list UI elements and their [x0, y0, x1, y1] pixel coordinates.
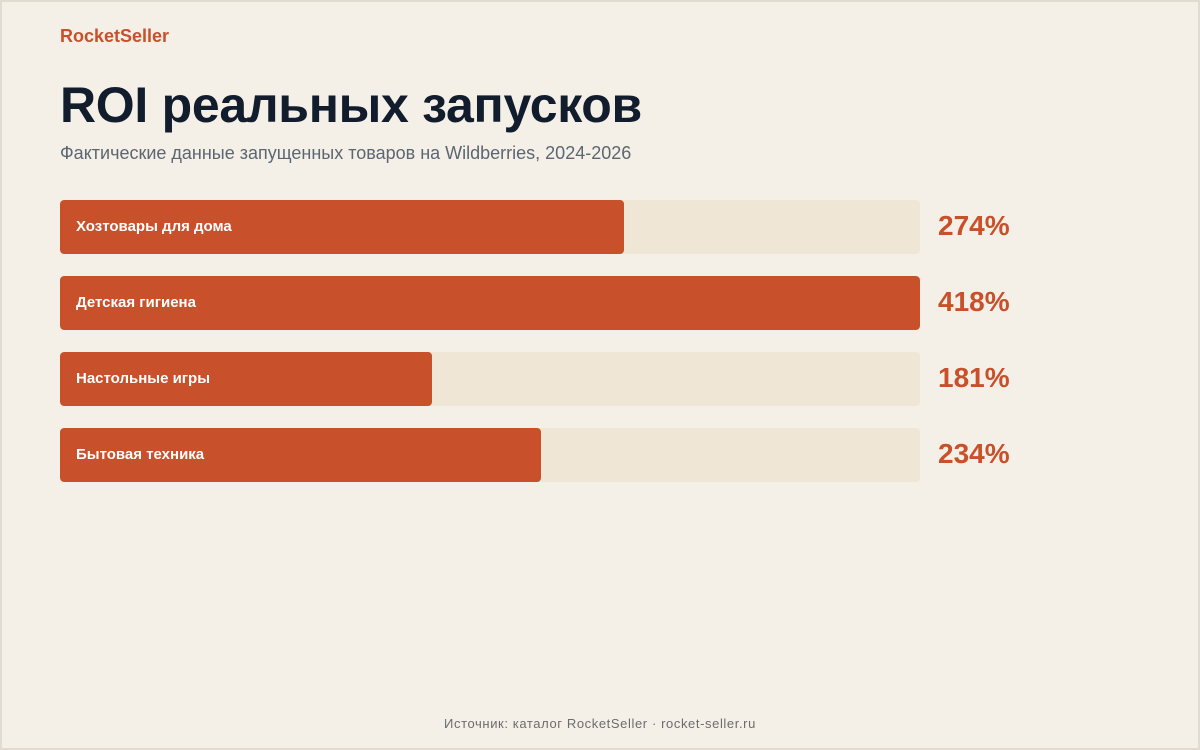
value-label: 274% [938, 210, 1010, 241]
bar-track: Настольные игры [60, 352, 920, 406]
category-label: Детская гигиена [76, 294, 196, 311]
bar-track: Детская гигиена [60, 276, 920, 330]
bar-track: Хозтовары для дома [60, 200, 920, 254]
bar-row: Бытовая техника 234% [60, 428, 1060, 482]
bar-row: Хозтовары для дома 274% [60, 200, 1060, 254]
value-label: 418% [938, 286, 1010, 317]
source-footer: Источник: каталог RocketSeller · rocket-… [444, 716, 756, 731]
value-label: 234% [938, 438, 1010, 469]
bar [60, 428, 542, 482]
bar-row: Детская гигиена 418% [60, 276, 1060, 330]
bar [60, 200, 624, 254]
bar-chart: Хозтовары для дома 274% Детская гигиена 418… [60, 200, 1060, 504]
bar [60, 276, 920, 330]
bar-row: Настольные игры 181% [60, 352, 1060, 406]
category-label: Настольные игры [76, 370, 211, 387]
bar-track: Бытовая техника [60, 428, 920, 482]
chart-subtitle: Фактические данные запущенных товаров на… [60, 143, 632, 163]
category-label: Бытовая техника [76, 446, 205, 463]
chart-title: ROI реальных запусков [60, 77, 642, 133]
value-label: 181% [938, 362, 1010, 393]
brand-logo-text: RocketSeller [60, 26, 170, 46]
category-label: Хозтовары для дома [76, 218, 232, 235]
bar [60, 352, 433, 406]
